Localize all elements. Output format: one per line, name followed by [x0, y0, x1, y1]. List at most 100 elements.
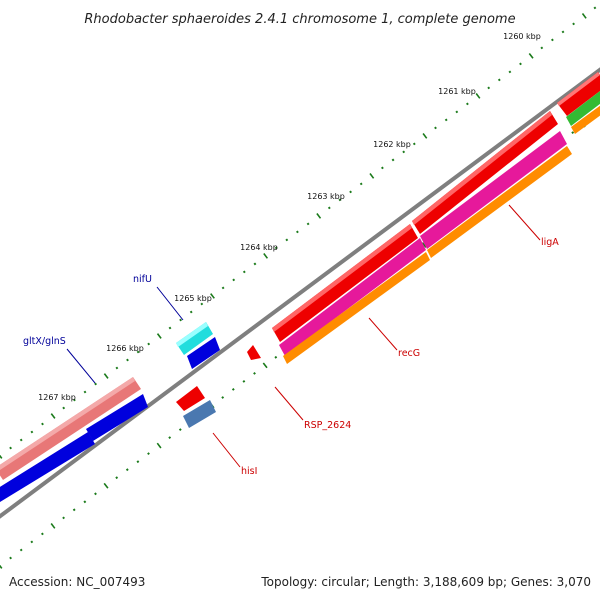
outer-scale-minor-tick	[434, 126, 437, 130]
cds-orange-top[interactable]	[571, 105, 600, 134]
gene-label-gltX[interactable]: gltX/glnS	[23, 336, 66, 347]
outer-scale-minor-tick	[391, 158, 395, 162]
inner-scale-minor-tick	[242, 380, 246, 383]
outer-scale-minor-tick	[242, 270, 246, 274]
leader-hisI	[212, 432, 241, 468]
outer-scale-minor-tick	[402, 150, 406, 154]
cds-salmon-gltX[interactable]	[0, 377, 141, 480]
outer-scale-minor-tick	[380, 166, 384, 170]
outer-scale-minor-tick	[327, 206, 331, 210]
outer-scale-minor-tick	[338, 198, 342, 202]
outer-scale-major-tick	[422, 133, 428, 139]
inner-scale-minor-tick	[9, 556, 12, 560]
leader-gltX	[66, 348, 96, 384]
forward-strand-features	[0, 72, 600, 505]
inner-scale-major-tick	[262, 362, 268, 369]
outer-scale-minor-tick	[519, 62, 522, 66]
outer-scale-ticks	[0, 6, 597, 459]
cds-orange-b[interactable]	[283, 252, 430, 364]
inner-scale-minor-tick	[221, 396, 225, 399]
outer-scale-minor-tick	[253, 262, 257, 266]
kbp-label-1265: 1265 kbp	[174, 294, 212, 303]
cds-cyan-nifU[interactable]	[176, 322, 213, 355]
inner-scale-minor-tick	[571, 131, 575, 134]
cds-blue-long-b[interactable]	[0, 432, 95, 505]
inner-scale-minor-tick	[136, 460, 140, 464]
cds-red-recG-segment-hl	[272, 224, 412, 332]
outer-scale-minor-tick	[274, 246, 278, 250]
inner-scale-major-tick	[421, 242, 427, 248]
cds-blue-gene[interactable]	[187, 337, 220, 369]
leader-nifU	[156, 286, 184, 321]
accession-text: Accession: NC_007493	[9, 575, 145, 589]
inner-scale-major-tick	[156, 442, 162, 449]
inner-scale-minor-tick	[30, 540, 34, 544]
inner-scale-minor-tick	[19, 548, 23, 552]
gene-label-RSP2624[interactable]: RSP_2624	[304, 420, 351, 431]
outer-scale-minor-tick	[147, 342, 151, 346]
outer-scale-major-tick	[316, 213, 322, 219]
outer-scale-minor-tick	[83, 390, 87, 394]
scale-labels: 1260 kbp 1261 kbp 1262 kbp 1263 kbp 1264…	[38, 32, 541, 402]
gene-leader-lines	[66, 204, 541, 468]
outer-scale-minor-tick	[508, 70, 512, 74]
cds-red-hisI[interactable]	[176, 386, 205, 411]
outer-scale-major-tick	[50, 413, 56, 419]
kbp-label-1266: 1266 kbp	[106, 344, 144, 353]
outer-scale-minor-tick	[359, 182, 363, 186]
gene-label-hisI[interactable]: hisI	[241, 466, 257, 477]
inner-scale-minor-tick	[168, 436, 172, 439]
gene-label-nifU[interactable]: nifU	[133, 274, 152, 285]
cds-red-recG-segment[interactable]	[272, 224, 418, 342]
cds-steel-gene[interactable]	[183, 400, 216, 428]
gene-labels: ligA recG RSP_2624 hisI nifU gltX/glnS	[23, 237, 559, 477]
outer-scale-minor-tick	[115, 366, 119, 370]
outer-scale-minor-tick	[73, 398, 76, 402]
cds-red-RSP2624[interactable]	[247, 345, 261, 360]
cds-pink-recG[interactable]	[279, 238, 426, 356]
inner-scale-minor-tick	[274, 355, 278, 359]
outer-scale-minor-tick	[126, 358, 129, 362]
outer-scale-major-tick	[475, 93, 481, 99]
outer-scale-minor-tick	[30, 430, 34, 434]
cds-blue-long-a[interactable]	[86, 394, 148, 441]
outer-scale-minor-tick	[19, 438, 23, 442]
outer-scale-minor-tick	[497, 78, 501, 82]
cds-red-ligA-segment-hl	[412, 111, 552, 225]
outer-scale-major-tick	[156, 333, 162, 339]
genome-backbone	[0, 67, 600, 519]
outer-scale-major-tick	[369, 173, 375, 179]
outer-scale-minor-tick	[136, 350, 140, 354]
cds-red-ligA-segment[interactable]	[412, 111, 558, 234]
gene-label-ligA[interactable]: ligA	[541, 237, 559, 248]
gene-label-recG[interactable]: recG	[398, 348, 420, 359]
cds-orange-a[interactable]	[427, 146, 572, 258]
inner-scale-minor-tick	[253, 372, 256, 375]
kbp-label-1262: 1262 kbp	[373, 140, 411, 149]
outer-scale-minor-tick	[221, 286, 225, 290]
outer-scale-minor-tick	[62, 406, 66, 410]
genome-summary-text: Topology: circular; Length: 3,188,609 bp…	[260, 575, 591, 589]
outer-scale-minor-tick	[349, 190, 353, 194]
outer-scale-minor-tick	[295, 230, 299, 234]
inner-scale-minor-tick	[62, 516, 65, 520]
outer-scale-minor-tick	[200, 302, 204, 306]
inner-scale-minor-tick	[231, 388, 235, 391]
kbp-label-1264: 1264 kbp	[240, 243, 278, 252]
outer-scale-minor-tick	[561, 30, 565, 34]
outer-scale-minor-tick	[232, 278, 236, 282]
outer-scale-minor-tick	[179, 318, 182, 322]
outer-scale-minor-tick	[540, 46, 544, 50]
outer-scale-minor-tick	[455, 110, 459, 114]
leader-recG	[368, 317, 398, 351]
inner-scale-minor-tick	[94, 492, 97, 496]
outer-scale-minor-tick	[94, 382, 97, 386]
cds-green[interactable]	[566, 91, 600, 126]
inner-scale-minor-tick	[115, 476, 119, 480]
cds-pink-ligA[interactable]	[420, 131, 567, 249]
outer-scale-minor-tick	[550, 38, 554, 42]
outer-scale-minor-tick	[306, 222, 310, 226]
outer-scale-minor-tick	[465, 102, 469, 106]
kbp-label-1263: 1263 kbp	[307, 192, 345, 201]
